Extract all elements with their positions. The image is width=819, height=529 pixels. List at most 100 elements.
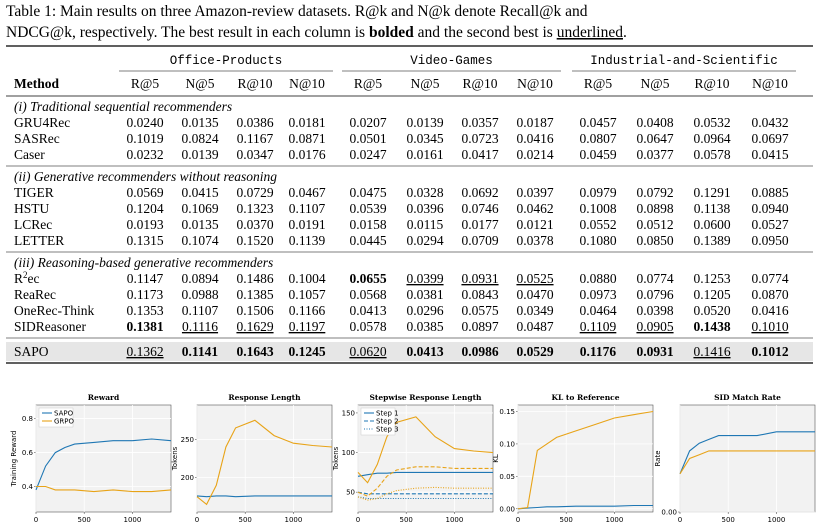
table-cell: 0.0377 [636, 147, 673, 162]
table-cell: 0.0347 [236, 147, 273, 162]
table-cell: 0.0139 [406, 115, 443, 130]
y-tick-label: 0.6 [22, 449, 34, 457]
table-cell: 0.0386 [236, 115, 273, 130]
table-cell: 0.0973 [579, 287, 616, 302]
legend-label: Step 3 [376, 425, 399, 433]
table-cell: 0.1166 [289, 303, 326, 318]
table-cell: 0.1438 [693, 319, 730, 334]
table-cell: 0.0723 [461, 131, 498, 146]
table-cell: 0.1074 [181, 233, 218, 248]
series-line [357, 496, 493, 500]
y-axis-label: Rate [654, 450, 662, 466]
y-tick-label: 0.05 [499, 473, 515, 481]
table-cell: 0.1080 [579, 233, 616, 248]
table-cell: 0.1389 [693, 233, 730, 248]
table-cell: 0.0950 [751, 233, 788, 248]
table-cell: 0.0432 [751, 115, 788, 130]
table-cell: 0.0774 [636, 271, 673, 286]
table-cell: 0.0415 [751, 147, 788, 162]
table-cell: 0.1167 [237, 131, 274, 146]
table-cell: 0.0232 [126, 147, 163, 162]
table-cell: 0.0464 [579, 303, 616, 318]
table-cell: 0.1353 [126, 303, 163, 318]
table-cell: 0.0349 [516, 303, 553, 318]
table-cell: 0.0692 [461, 185, 498, 200]
x-tick-label: 1000 [446, 516, 464, 524]
table-cell: 0.0135 [181, 217, 218, 232]
table-cell: 0.0898 [636, 201, 673, 216]
dataset-header: Office-Products [170, 54, 283, 68]
table-cell: 0.0121 [516, 217, 553, 232]
method-name-part: ec [28, 271, 40, 286]
table-cell: 0.0385 [406, 319, 443, 334]
metric-header: R@5 [354, 76, 382, 91]
table-cell: 0.1057 [288, 287, 325, 302]
series-line [196, 495, 332, 498]
table-cell: 0.1629 [236, 319, 273, 334]
table-cell: 0.1116 [182, 319, 218, 334]
x-tick-label: 500 [239, 516, 252, 524]
table-cell: 0.0569 [126, 185, 163, 200]
table-cell: 0.0161 [406, 147, 443, 162]
table-cell: 0.0207 [349, 115, 386, 130]
method-name-part: 2 [23, 270, 28, 280]
y-axis-label: Tokens [171, 446, 179, 471]
table-cell: 0.0697 [751, 131, 788, 146]
table-cell: 0.1197 [289, 319, 326, 334]
highlight-row [6, 342, 813, 361]
table-cell: 0.0487 [516, 319, 553, 334]
table-cell: 0.0415 [181, 185, 218, 200]
x-tick-label: 500 [722, 516, 735, 524]
y-tick-label: 250 [181, 436, 194, 444]
metric-header: N@10 [289, 76, 325, 91]
table-cell: 0.0931 [636, 344, 673, 359]
metric-header: N@10 [517, 76, 553, 91]
x-tick-label: 1000 [285, 516, 303, 524]
legend-label: Step 2 [376, 417, 399, 425]
table-cell: 0.0979 [579, 185, 616, 200]
table-cell: 0.0620 [349, 344, 386, 359]
table-cell: 0.0796 [636, 287, 673, 302]
series-line [196, 419, 333, 506]
table-cell: 0.1205 [693, 287, 730, 302]
table-cell: 0.1486 [236, 271, 273, 286]
table-cell: 0.0135 [181, 115, 218, 130]
table-cell: 0.1004 [288, 271, 325, 286]
table-cell: 0.1643 [236, 344, 273, 359]
table-cell: 0.1012 [751, 344, 788, 359]
y-tick-label: 0.15 [499, 408, 515, 416]
plot-area [679, 404, 816, 513]
table-cell: 0.0529 [516, 344, 553, 359]
chart-title: Response Length [228, 393, 301, 402]
method-name: TIGER [14, 185, 54, 200]
metric-header: R@10 [695, 76, 730, 91]
table-cell: 0.0746 [461, 201, 498, 216]
table-cell: 0.0396 [406, 201, 443, 216]
table-cell: 0.1204 [126, 201, 163, 216]
table-cell: 0.0416 [751, 303, 788, 318]
y-tick-label: 0.4 [22, 483, 34, 491]
table-cell: 0.1315 [126, 233, 163, 248]
table-cell: 0.0191 [288, 217, 325, 232]
group-label: (ii) Generative recommenders without rea… [14, 169, 277, 184]
table-cell: 0.0905 [636, 319, 673, 334]
series-line [357, 486, 493, 501]
table-cell: 0.1176 [580, 344, 617, 359]
x-tick-label: 0 [195, 516, 199, 524]
table-cell: 0.1381 [126, 319, 163, 334]
y-tick-label: 150 [342, 409, 355, 417]
table-cell: 0.0214 [516, 147, 553, 162]
caption-text: underlined [557, 24, 624, 41]
table-cell: 0.0181 [288, 115, 325, 130]
y-tick-label: 0.8 [22, 415, 33, 423]
x-tick-label: 0 [34, 516, 38, 524]
table-cell: 0.0467 [288, 185, 325, 200]
series-line [357, 466, 493, 497]
table-cell: 0.0296 [406, 303, 443, 318]
table-cell: 0.0408 [636, 115, 673, 130]
table-cell: 0.0378 [516, 233, 553, 248]
series-line [679, 431, 815, 475]
table-cell: 0.0240 [126, 115, 163, 130]
y-axis-label: Training Reward [10, 431, 18, 488]
